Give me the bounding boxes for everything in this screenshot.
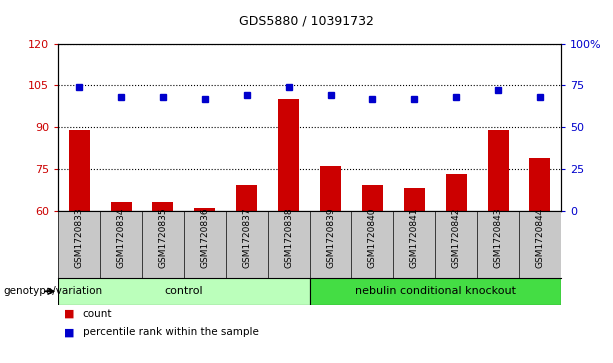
Bar (310, 278, 561, 305)
Text: count: count (83, 309, 112, 319)
Bar (404, 188, 425, 211)
Bar (194, 208, 215, 211)
Bar (110, 202, 132, 211)
Text: genotype/variation: genotype/variation (3, 286, 102, 296)
Text: GDS5880 / 10391732: GDS5880 / 10391732 (239, 15, 374, 28)
Text: percentile rank within the sample: percentile rank within the sample (83, 327, 259, 337)
Bar (69, 130, 89, 211)
Bar (487, 130, 509, 211)
Bar (278, 99, 299, 211)
Text: nebulin conditional knockout: nebulin conditional knockout (355, 286, 516, 296)
Bar (58, 278, 310, 305)
Bar (236, 185, 257, 211)
Bar (320, 166, 341, 211)
Bar (446, 174, 466, 211)
Bar (153, 202, 173, 211)
Text: ■: ■ (64, 309, 75, 319)
Text: ■: ■ (64, 327, 75, 337)
Bar (362, 185, 383, 211)
Bar (530, 158, 550, 211)
Text: control: control (164, 286, 204, 296)
